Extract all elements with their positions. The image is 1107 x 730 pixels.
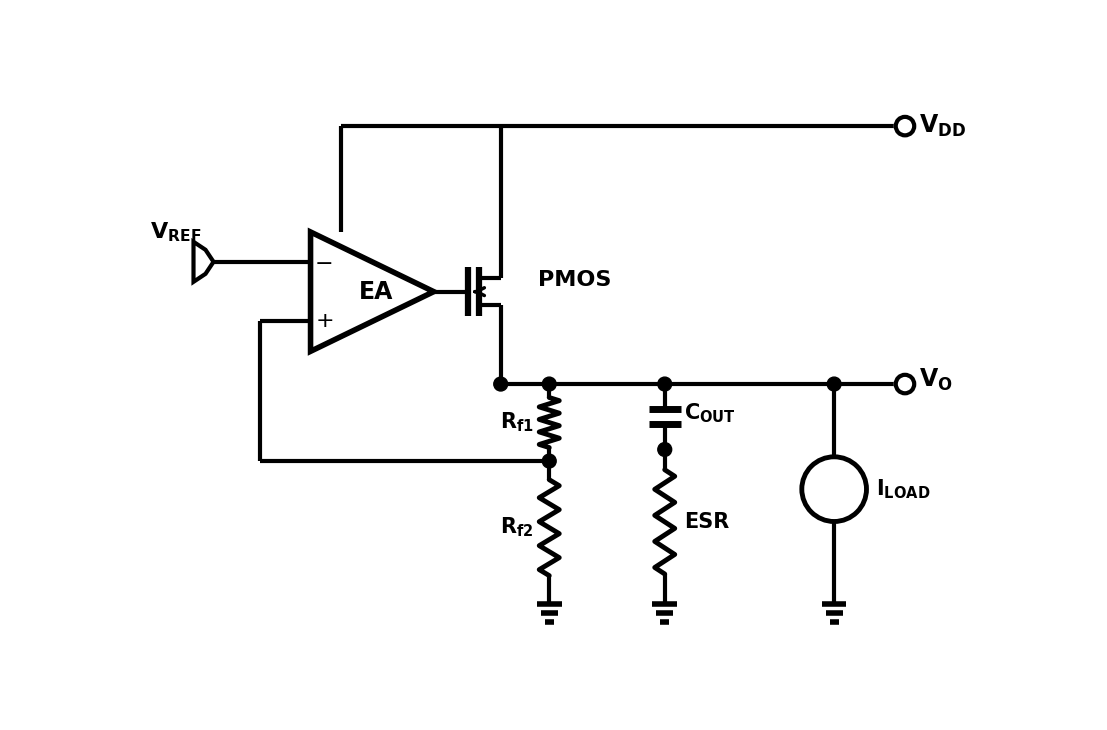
Text: V$_\mathregular{DD}$: V$_\mathregular{DD}$ xyxy=(919,113,966,139)
Text: PMOS: PMOS xyxy=(538,270,611,290)
Text: $+$: $+$ xyxy=(314,312,333,331)
Text: EA: EA xyxy=(359,280,393,304)
Circle shape xyxy=(494,377,508,391)
Circle shape xyxy=(801,457,867,521)
Text: V$_\mathregular{O}$: V$_\mathregular{O}$ xyxy=(919,367,953,393)
Circle shape xyxy=(542,377,556,391)
Text: $-$: $-$ xyxy=(314,252,333,272)
Circle shape xyxy=(896,374,914,393)
Circle shape xyxy=(658,442,672,456)
Text: R$_\mathregular{f2}$: R$_\mathregular{f2}$ xyxy=(500,516,534,539)
Circle shape xyxy=(896,117,914,135)
Text: I$_\mathregular{LOAD}$: I$_\mathregular{LOAD}$ xyxy=(877,477,931,501)
Text: R$_\mathregular{f1}$: R$_\mathregular{f1}$ xyxy=(500,411,534,434)
Text: V$_\mathregular{REF}$: V$_\mathregular{REF}$ xyxy=(151,220,201,245)
Text: C$_\mathregular{OUT}$: C$_\mathregular{OUT}$ xyxy=(684,401,736,425)
Circle shape xyxy=(658,377,672,391)
Text: ESR: ESR xyxy=(684,512,730,532)
Circle shape xyxy=(827,377,841,391)
Circle shape xyxy=(542,454,556,468)
